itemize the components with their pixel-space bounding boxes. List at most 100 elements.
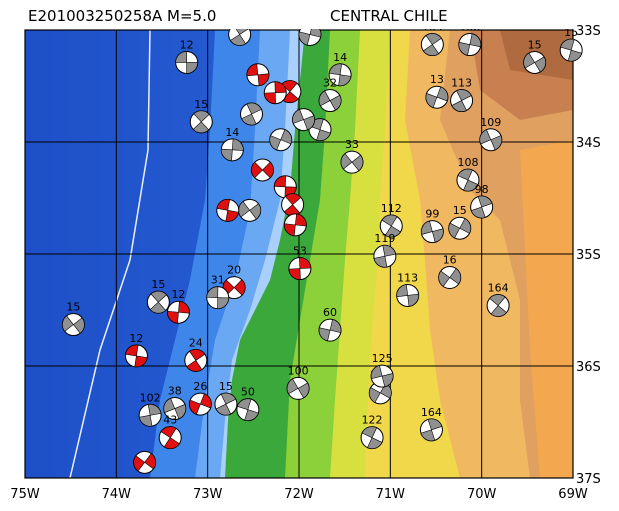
focal-mechanism: [420, 220, 444, 244]
focal-mechanism: [184, 348, 208, 372]
focal-mechanism: [559, 38, 583, 62]
compression-quadrant: [215, 403, 232, 416]
compression-quadrant: [246, 102, 262, 115]
compression-quadrant: [316, 129, 331, 141]
compression-quadrant: [448, 222, 461, 239]
compression-quadrant: [125, 344, 139, 357]
focal-mechanism: [246, 63, 270, 87]
focal-mechanism: [373, 244, 397, 268]
compression-quadrant: [449, 268, 461, 285]
compression-quadrant: [232, 138, 244, 151]
compression-quadrant: [477, 195, 493, 208]
focal-mechanism: [214, 392, 238, 416]
focal-mechanism: [379, 214, 403, 238]
compression-quadrant: [147, 403, 162, 416]
compression-quadrant: [463, 179, 479, 192]
focal-mechanism: [240, 102, 264, 126]
depth-label: 33: [345, 138, 359, 151]
compression-quadrant: [318, 90, 331, 107]
focal-mechanism: [189, 110, 213, 134]
focal-mechanism: [188, 392, 212, 416]
title-bg: [0, 0, 619, 29]
lat-label: 34S: [576, 136, 601, 151]
compression-quadrant: [269, 135, 282, 151]
compression-quadrant: [138, 414, 153, 427]
compression-quadrant: [396, 284, 409, 298]
focal-mechanism: [396, 283, 420, 307]
compression-quadrant: [144, 453, 156, 470]
compression-quadrant: [420, 429, 436, 442]
compression-quadrant: [567, 49, 583, 62]
compression-quadrant: [163, 397, 176, 414]
compression-quadrant: [216, 199, 231, 211]
depth-label: 99: [425, 208, 439, 221]
depth-label: 164: [488, 282, 509, 295]
title: E201003250258A M=5.0: [28, 7, 216, 25]
compression-quadrant: [381, 214, 398, 227]
focal-mechanism: [470, 195, 494, 219]
compression-quadrant: [292, 108, 304, 124]
lat-label: 35S: [576, 248, 601, 263]
focal-mechanism: [286, 376, 310, 400]
depth-label: 98: [475, 183, 489, 196]
compression-quadrant: [236, 398, 252, 411]
compression-quadrant: [189, 349, 206, 361]
depth-label: 53: [293, 245, 307, 258]
compression-quadrant: [178, 300, 190, 314]
compression-quadrant: [295, 213, 307, 227]
compression-quadrant: [351, 154, 364, 172]
focal-mechanism: [486, 294, 510, 318]
compression-quadrant: [436, 86, 449, 102]
focal-mechanism: [216, 198, 240, 222]
focal-mechanism: [220, 138, 244, 162]
compression-quadrant: [186, 62, 198, 74]
compression-quadrant: [199, 393, 212, 409]
compression-quadrant: [284, 193, 302, 206]
compression-quadrant: [286, 378, 299, 395]
focal-mechanism: [360, 426, 384, 450]
compression-quadrant: [369, 387, 381, 403]
depth-label: 15: [151, 278, 165, 291]
compression-quadrant: [246, 63, 259, 77]
depth-label: 119: [374, 232, 395, 245]
compression-quadrant: [233, 279, 246, 296]
depth-label: 38: [168, 385, 182, 398]
depth-label: 15: [564, 26, 578, 39]
focal-mechanism: [420, 33, 444, 57]
lon-label: 73W: [193, 487, 223, 502]
focal-mechanism: [269, 128, 293, 152]
lon-label: 71W: [376, 487, 406, 502]
compression-quadrant: [299, 257, 312, 269]
depth-label: 113: [397, 271, 418, 284]
depth-label: 14: [225, 126, 239, 139]
compression-quadrant: [174, 404, 187, 420]
depth-label: 108: [457, 156, 478, 169]
focal-mechanism: [479, 128, 503, 152]
compression-quadrant: [241, 113, 257, 126]
compression-quadrant: [469, 33, 482, 48]
focal-mechanism: [368, 381, 392, 405]
lat-label: 33S: [576, 24, 601, 39]
focal-mechanism: [288, 257, 312, 281]
depth-label: 24: [189, 336, 203, 349]
compression-quadrant: [459, 218, 472, 234]
compression-quadrant: [370, 365, 383, 380]
focal-mechanism: [166, 300, 190, 324]
compression-quadrant: [470, 206, 486, 219]
focal-mechanism: [236, 398, 260, 422]
compression-quadrant: [523, 52, 536, 69]
compression-quadrant: [217, 297, 230, 309]
compression-quadrant: [175, 51, 187, 63]
compression-quadrant: [263, 92, 276, 105]
focal-mechanism: [456, 168, 480, 192]
lon-label: 75W: [10, 487, 40, 502]
map-frame: [24, 29, 574, 479]
depth-label: 20: [227, 264, 241, 277]
compression-quadrant: [149, 301, 167, 314]
lat-label: 37S: [576, 472, 601, 487]
compression-quadrant: [427, 418, 443, 431]
depth-label: 112: [381, 202, 402, 215]
focal-mechanism: [124, 344, 148, 368]
depth-label: 15: [528, 38, 542, 51]
compression-quadrant: [163, 437, 180, 449]
